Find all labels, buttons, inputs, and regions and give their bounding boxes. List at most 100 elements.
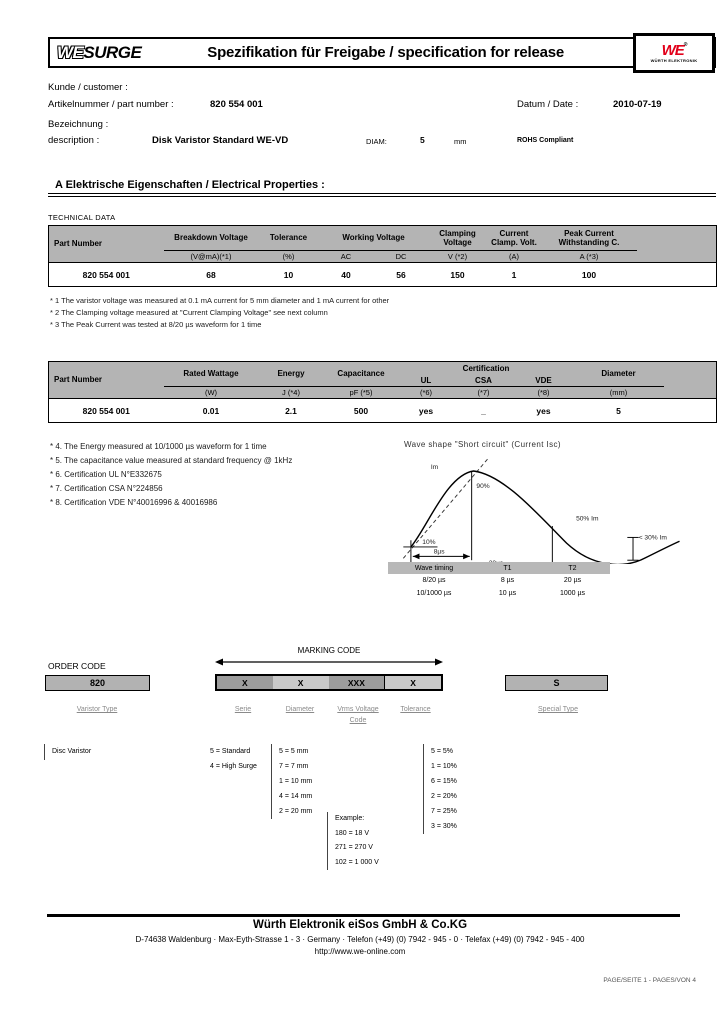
footnote-6: * 6. Certification UL N°E332675 <box>50 470 162 479</box>
ratings-certification-table: Part Number Rated Wattage Energy Capacit… <box>48 361 718 423</box>
table-row: 820 554 001 0.01 2.1 500 yes _ yes 5 <box>48 398 717 423</box>
t2-val-ul: yes <box>398 398 454 423</box>
legend-diameter: 5 = 5 mm 7 = 7 mm 1 = 10 mm 4 = 14 mm 2 … <box>271 744 312 819</box>
t1-val-tolerance: 10 <box>258 262 319 287</box>
marking-seg-diameter: X <box>272 676 329 689</box>
diameter-unit: mm <box>454 137 467 146</box>
document-title: Spezifikation für Freigabe / specificati… <box>207 44 565 61</box>
wt-r2-c3: 1000 µs <box>559 590 586 597</box>
t2-unit-capacitance: pF (*5) <box>323 386 399 399</box>
order-code-box-820: 820 <box>45 675 150 691</box>
list-item: 6 = 15% <box>431 778 457 785</box>
wt-col-t1: T1 <box>480 562 535 574</box>
wuerth-logo: WE® WÜRTH ELEKTRONIK <box>633 33 715 73</box>
list-item: 5 = 5% <box>431 748 453 755</box>
marking-code-label: MARKING CODE <box>297 646 361 655</box>
list-item: 7 = 7 mm <box>279 763 309 770</box>
date-label: Datum / Date : <box>517 99 579 110</box>
t2-val-part: 820 554 001 <box>48 398 164 423</box>
wt-r1-c1: 8/20 µs <box>422 577 446 584</box>
wesurge-surge: SURGE <box>83 42 142 62</box>
list-item: 2 = 20% <box>431 793 457 800</box>
footnote-5: * 5. The capacitance value measured at s… <box>50 456 293 465</box>
label-varistor-type: Varistor Type <box>76 706 118 713</box>
marking-code-box: X X XXX X <box>215 674 443 691</box>
customer-label: Kunde / customer : <box>48 82 128 93</box>
t1-col-tolerance: Tolerance <box>258 225 319 251</box>
footnote-3: * 3 The Peak Current was tested at 8/20 … <box>50 320 262 329</box>
t1-val-clamping: 150 <box>428 262 487 287</box>
t2-val-vde: yes <box>513 398 574 423</box>
marking-seg-serie: X <box>217 676 273 689</box>
t1-col-clamping: Clamping Voltage <box>428 225 487 251</box>
marking-code-arrow <box>215 658 443 666</box>
diameter-value: 5 <box>420 135 425 145</box>
wesurge-logo: WESURGE <box>57 42 142 63</box>
footnote-7: * 7. Certification CSA N°224856 <box>50 484 163 493</box>
diameter-label: DIAM: <box>366 137 387 146</box>
label-30pct-im: < 30% Im <box>639 534 668 541</box>
technical-data-label: TECHNICAL DATA <box>48 213 116 222</box>
description-label: description : <box>48 135 100 146</box>
wt-col-timing: Wave timing <box>388 562 480 574</box>
order-code-box-s: S <box>505 675 608 691</box>
label-diameter: Diameter <box>285 706 315 713</box>
t1-col-part: Part Number <box>48 225 164 263</box>
t1-col-breakdown: Breakdown Voltage <box>163 225 259 251</box>
wesurge-we: WE <box>57 42 84 62</box>
t1-unit-clamping: V (*2) <box>428 250 487 263</box>
wt-r1-c3: 20 µs <box>563 577 582 584</box>
t1-unit-peak: A (*3) <box>541 250 637 263</box>
t2-val-diameter: 5 <box>573 398 664 423</box>
t1-val-part: 820 554 001 <box>48 262 164 287</box>
t2-unit-ul: (*6) <box>398 386 454 399</box>
t2-val-energy: 2.1 <box>258 398 324 423</box>
footer-company: Würth Elektronik eiSos GmbH & Co.KG <box>252 919 468 931</box>
section-divider <box>48 193 716 197</box>
t2-col-diameter: Diameter <box>573 361 664 387</box>
t1-col-working: Working Voltage <box>318 225 429 251</box>
description-value: Disk Varistor Standard WE-VD <box>152 135 289 146</box>
list-item: 4 = High Surge <box>210 763 257 770</box>
list-item: 4 = 14 mm <box>279 793 313 800</box>
footnote-1: * 1 The varistor voltage was measured at… <box>50 296 390 305</box>
t1-unit-breakdown: (V@mA)(*1) <box>163 250 259 263</box>
t1-val-dc: 56 <box>373 262 429 287</box>
t2-unit-wattage: (W) <box>163 386 259 399</box>
footer-url-link[interactable]: http://www.we-online.com <box>314 947 406 956</box>
table-row: 820 554 001 68 10 40 56 150 1 100 <box>48 262 717 287</box>
t2-unit-csa: (*7) <box>453 386 514 399</box>
table-row: 10/1000 µs 10 µs 1000 µs <box>388 587 610 600</box>
label-tolerance: Tolerance <box>400 706 431 713</box>
table-row: 8/20 µs 8 µs 20 µs <box>388 574 610 587</box>
t2-col-certification: Certification <box>398 361 574 376</box>
rohs-badge: ROHS Compliant <box>517 137 574 144</box>
t2-col-filler <box>663 361 717 399</box>
t2-unit-energy: J (*4) <box>258 386 324 399</box>
t1-col-peak: Peak Current Withstanding C. <box>541 225 637 251</box>
list-item: 271 = 270 V <box>335 844 373 851</box>
section-a-heading: A Elektrische Eigenschaften / Electrical… <box>55 179 325 191</box>
list-item: 5 = 5 mm <box>279 748 309 755</box>
t2-col-wattage: Rated Wattage <box>163 361 259 387</box>
list-item: 7 = 25% <box>431 808 457 815</box>
t1-val-current: 1 <box>486 262 542 287</box>
order-code-label: ORDER CODE <box>48 661 106 671</box>
t1-unit-ac: AC <box>318 250 374 263</box>
footnote-8: * 8. Certification VDE N°40016996 & 4001… <box>50 498 218 507</box>
t1-val-ac: 40 <box>318 262 374 287</box>
registered-icon: ® <box>683 42 688 48</box>
list-item: Example: <box>335 815 365 822</box>
t2-col-energy: Energy <box>258 361 324 387</box>
legend-tolerance: 5 = 5% 1 = 10% 6 = 15% 2 = 20% 7 = 25% 3… <box>423 744 457 834</box>
t2-col-part: Part Number <box>48 361 164 399</box>
t2-unit-diameter: (mm) <box>573 386 664 399</box>
list-item: 2 = 20 mm <box>279 808 313 815</box>
t2-col-capacitance: Capacitance <box>323 361 399 387</box>
t2-col-csa: CSA <box>453 375 514 387</box>
part-number-label: Artikelnummer / part number : <box>48 99 174 110</box>
t1-col-filler <box>636 225 717 263</box>
wuerth-logo-we: WE® <box>661 42 688 59</box>
